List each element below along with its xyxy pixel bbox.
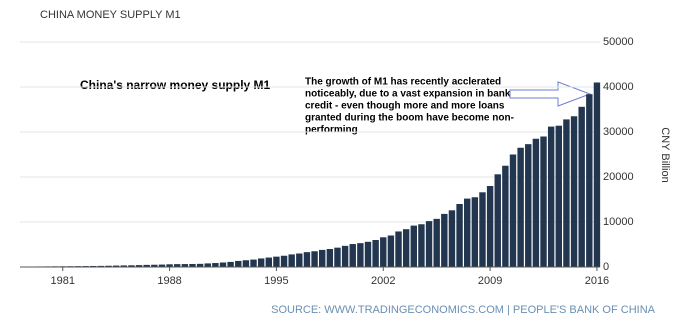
bar (372, 240, 378, 267)
bar (525, 144, 531, 267)
y-tick-label: 10000 (603, 216, 634, 228)
note: The growth of M1 has recently acclerated… (305, 77, 514, 136)
bar (350, 244, 356, 267)
note-line: credit - even though more and more loans (305, 101, 505, 112)
y-tick-label: 50000 (603, 36, 634, 48)
bar (441, 214, 447, 267)
x-tick-label: 2002 (371, 275, 395, 287)
bar (495, 174, 501, 267)
bar (250, 260, 256, 267)
bar (418, 224, 424, 267)
bar (311, 251, 317, 267)
bar (342, 246, 348, 267)
bar (578, 107, 584, 267)
bar (395, 231, 401, 267)
bar (266, 258, 272, 267)
y-axis-label: CNY Billion (659, 127, 671, 182)
bar (556, 126, 562, 267)
chart-title: CHINA MONEY SUPPLY M1 (40, 9, 181, 21)
note-line: noticeably, due to a vast expansion in b… (305, 89, 511, 100)
bar (487, 186, 493, 267)
bar (411, 226, 417, 267)
bar (205, 263, 211, 267)
bar (334, 248, 340, 267)
bar (281, 256, 287, 267)
x-tick-label: 2016 (585, 275, 609, 287)
bar (243, 260, 249, 267)
bar (365, 242, 371, 267)
bar (571, 116, 577, 267)
bar (548, 127, 554, 267)
bar (433, 219, 439, 267)
bar (235, 261, 241, 267)
bar (464, 199, 470, 267)
x-tick-label: 1981 (50, 275, 74, 287)
bar (212, 263, 218, 267)
bar (227, 262, 233, 267)
bar (479, 192, 485, 267)
bar (502, 166, 508, 267)
bar (594, 83, 600, 268)
note-line: performing (305, 125, 358, 136)
bar (288, 254, 294, 267)
bar (403, 229, 409, 267)
bar (517, 148, 523, 267)
bar (586, 94, 592, 267)
bar (380, 237, 386, 267)
bar (258, 258, 264, 267)
bar (472, 197, 478, 267)
arrow (510, 82, 590, 106)
y-tick-label: 0 (603, 261, 609, 273)
bar (533, 139, 539, 267)
y-tick-label: 40000 (603, 81, 634, 93)
y-tick-label: 30000 (603, 126, 634, 138)
note-line: The growth of M1 has recently acclerated (305, 77, 501, 88)
x-tick-label: 1995 (264, 275, 288, 287)
bar (273, 257, 279, 267)
x-tick-label: 1988 (157, 275, 181, 287)
bar (327, 249, 333, 267)
source: SOURCE: WWW.TRADINGECONOMICS.COM | PEOPL… (271, 304, 656, 316)
bar (220, 263, 226, 268)
bar (510, 155, 516, 268)
annotation: China's narrow money supply M1 (80, 78, 271, 92)
bar (296, 254, 302, 268)
bar (449, 210, 455, 267)
bar (540, 137, 546, 268)
bar (388, 236, 394, 268)
y-tick-label: 20000 (603, 171, 634, 183)
bar (319, 250, 325, 267)
bar (304, 252, 310, 267)
bar (426, 221, 432, 267)
bar (456, 204, 462, 267)
bar (563, 119, 569, 267)
x-tick-label: 2009 (478, 275, 502, 287)
note-line: granted during the boom have become non- (305, 113, 514, 124)
bar (357, 243, 363, 267)
